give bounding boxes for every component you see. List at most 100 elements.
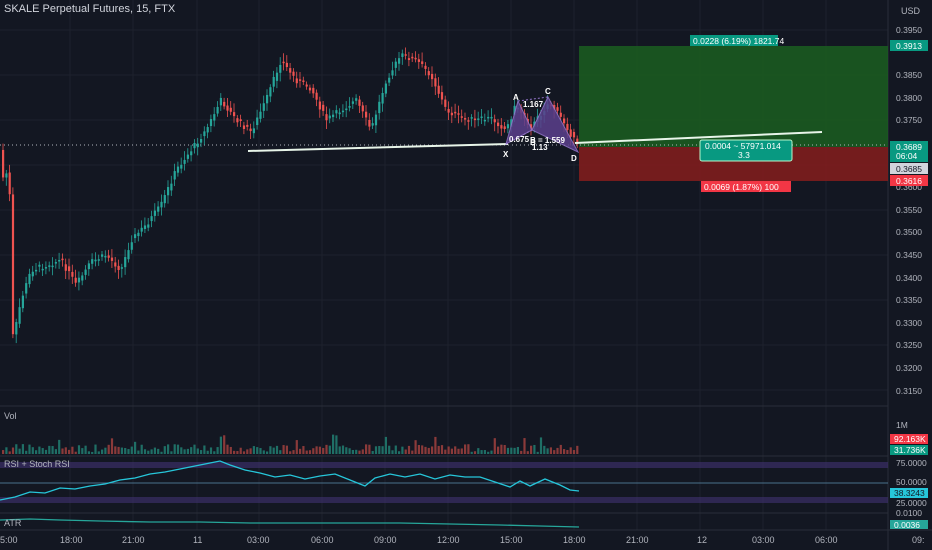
pattern-ratio-bd: B = 1.559 xyxy=(530,136,565,145)
rsi-level-25: 25.0000 xyxy=(896,498,927,508)
candle-body xyxy=(563,118,566,124)
candle-body xyxy=(219,97,222,106)
candle-body xyxy=(180,164,183,169)
volume-bar xyxy=(91,451,94,454)
volume-bar xyxy=(173,444,176,454)
candle-body xyxy=(444,99,447,107)
target-label: 0.0228 (6.19%) 1821.74 xyxy=(693,36,784,46)
chart-title[interactable]: SKALE Perpetual Futures, 15, FTX xyxy=(4,3,176,15)
candle-body xyxy=(94,259,97,262)
candle-body xyxy=(84,269,87,275)
volume-bar xyxy=(526,451,529,454)
volume-bar xyxy=(206,450,209,454)
time-tick: 06:00 xyxy=(311,535,334,545)
volume-bar xyxy=(285,445,288,454)
candle-body xyxy=(77,277,81,283)
candle-body xyxy=(147,224,150,228)
volume-bar xyxy=(41,448,44,454)
candle-body xyxy=(345,108,348,111)
support-trendline[interactable] xyxy=(247,143,509,152)
candle-body xyxy=(110,257,114,261)
candle-body xyxy=(480,116,483,119)
volume-bar xyxy=(38,446,41,454)
volume-bar xyxy=(209,447,213,454)
volume-bar xyxy=(140,444,143,454)
volume-bar xyxy=(553,450,556,454)
candle-body xyxy=(490,116,493,119)
volume-bar xyxy=(31,447,34,454)
time-axis[interactable]: 5:00 18:00 21:00 11 03:00 06:00 09:00 12… xyxy=(0,535,925,545)
volume-bar xyxy=(487,451,490,454)
harmonic-pattern[interactable] xyxy=(505,95,580,154)
entry-trendline[interactable] xyxy=(574,131,823,144)
candle-body xyxy=(513,105,516,116)
time-tick: 11 xyxy=(193,535,202,545)
candle-body xyxy=(394,61,397,68)
pattern-ratio-xb: 0.675 xyxy=(509,135,530,144)
candle-body xyxy=(31,271,34,277)
volume-bar xyxy=(378,445,381,454)
volume-bar xyxy=(569,447,572,454)
target-price-tag: 0.3913 xyxy=(896,41,922,51)
candle-body xyxy=(361,105,364,112)
time-tick: 12 xyxy=(697,535,707,545)
volume-bar xyxy=(196,448,199,454)
candle-body xyxy=(355,98,358,101)
atr-line xyxy=(0,518,580,528)
volume-bar xyxy=(421,445,424,454)
candle-body xyxy=(21,295,24,309)
candle-body xyxy=(186,154,189,159)
volume-bar xyxy=(332,434,335,454)
volume-bar xyxy=(193,444,196,454)
volume-bar xyxy=(223,435,226,454)
volume-bar xyxy=(5,447,8,454)
price-tick: 0.3200 xyxy=(896,363,922,373)
volume-bar xyxy=(18,448,21,454)
volume-bar xyxy=(322,447,325,454)
price-tick: 0.3600 xyxy=(896,182,922,192)
time-tick: 15:00 xyxy=(500,535,523,545)
volume-bar xyxy=(572,450,576,454)
time-tick: 5:00 xyxy=(0,535,18,545)
volume-bar xyxy=(444,449,447,454)
price-axis[interactable]: 0.3950 0.3850 0.3800 0.3750 0.3600 0.355… xyxy=(896,25,922,396)
time-tick: 03:00 xyxy=(752,535,775,545)
volume-bar xyxy=(371,451,374,454)
time-tick: 21:00 xyxy=(122,535,145,545)
volume-bar xyxy=(147,450,150,454)
rsi-line xyxy=(0,460,580,501)
volume-bar xyxy=(130,446,133,454)
volume-bar xyxy=(483,450,486,454)
volume-bars xyxy=(2,434,579,454)
volume-bar xyxy=(308,450,312,454)
volume-bar xyxy=(500,444,503,454)
candle-body xyxy=(190,151,193,156)
candle-body xyxy=(295,78,298,84)
candle-body xyxy=(506,124,510,129)
candle-body xyxy=(477,118,480,120)
candle-body xyxy=(28,273,31,285)
candle-body xyxy=(193,142,196,149)
candle-body xyxy=(341,110,345,113)
candle-body xyxy=(431,73,434,80)
candle-body xyxy=(61,258,64,261)
candle-body xyxy=(74,277,77,283)
price-tick: 0.3350 xyxy=(896,295,922,305)
volume-bar xyxy=(143,449,147,454)
volume-bar xyxy=(335,435,338,454)
candle-body xyxy=(233,112,236,117)
price-tick: 0.3150 xyxy=(896,386,922,396)
candle-body xyxy=(117,265,120,270)
candle-body xyxy=(213,114,216,121)
candle-body xyxy=(275,72,279,81)
candle-body xyxy=(335,110,338,114)
atr-value-tag: 0.0036 xyxy=(894,520,920,530)
volume-bar xyxy=(473,451,477,454)
profit-zone[interactable] xyxy=(579,46,888,147)
price-tick: 0.3550 xyxy=(896,205,922,215)
candle-body xyxy=(130,242,133,250)
volume-bar xyxy=(398,451,401,454)
candle-body xyxy=(398,58,401,64)
candle-body xyxy=(229,107,232,112)
